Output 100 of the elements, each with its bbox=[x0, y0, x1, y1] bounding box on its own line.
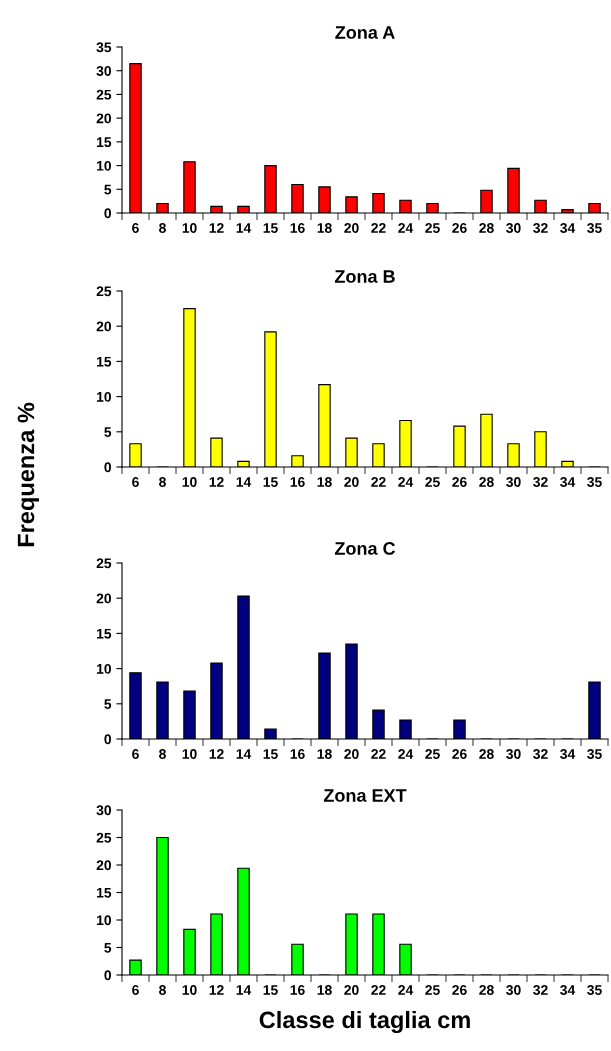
y-tick-label: 20 bbox=[96, 113, 112, 124]
x-tick-label: 20 bbox=[344, 985, 359, 995]
x-tick-label: 15 bbox=[263, 223, 278, 233]
x-tick-label: 30 bbox=[506, 749, 521, 759]
x-tick-label: 24 bbox=[398, 749, 414, 759]
y-tick-label: 0 bbox=[104, 462, 112, 473]
x-tick-label: 6 bbox=[132, 477, 139, 487]
x-tick-label: 10 bbox=[182, 223, 197, 233]
y-tick-label: 10 bbox=[97, 915, 112, 926]
x-tick-label: 18 bbox=[317, 477, 332, 487]
x-tick-label: 15 bbox=[263, 985, 278, 995]
y-tick-label: 30 bbox=[96, 805, 112, 816]
x-tick-label: 35 bbox=[587, 223, 602, 233]
x-tick-label: 10 bbox=[182, 749, 197, 759]
y-tick-label: 5 bbox=[104, 699, 112, 709]
x-tick-label: 6 bbox=[132, 223, 139, 233]
x-tick-label: 26 bbox=[452, 749, 467, 759]
x-tick-label: 25 bbox=[425, 223, 440, 233]
x-tick-label: 22 bbox=[371, 749, 386, 759]
y-tick-label: 0 bbox=[104, 734, 112, 745]
x-tick-label: 12 bbox=[209, 985, 224, 995]
y-tick-label: 5 bbox=[104, 184, 112, 195]
x-tick-label: 8 bbox=[159, 749, 166, 759]
x-tick-label: 25 bbox=[425, 477, 440, 487]
x-tick-label: 34 bbox=[560, 477, 576, 487]
x-axis-title: Classe di taglia cm bbox=[259, 1010, 470, 1034]
y-tick-label: 0 bbox=[104, 208, 112, 219]
y-tick-label: 25 bbox=[96, 89, 112, 100]
x-tick-label: 12 bbox=[209, 749, 224, 759]
x-tick-label: 28 bbox=[479, 985, 494, 995]
x-tick-label: 6 bbox=[132, 985, 139, 995]
y-tick-label: 10 bbox=[97, 160, 112, 171]
x-tick-label: 24 bbox=[398, 477, 414, 487]
x-tick-label: 35 bbox=[587, 477, 602, 487]
x-tick-label: 16 bbox=[290, 477, 305, 487]
x-tick-label: 28 bbox=[479, 749, 494, 759]
x-tick-label: 20 bbox=[344, 223, 359, 233]
y-tick-label: 15 bbox=[97, 887, 112, 898]
x-tick-label: 34 bbox=[560, 223, 576, 233]
x-tick-label: 22 bbox=[371, 223, 386, 233]
x-tick-label: 22 bbox=[371, 477, 386, 487]
chart-title: Zona A bbox=[335, 26, 395, 39]
x-tick-label: 10 bbox=[182, 477, 197, 487]
x-tick-label: 22 bbox=[371, 985, 386, 995]
x-tick-label: 35 bbox=[587, 749, 602, 759]
x-tick-label: 32 bbox=[533, 223, 548, 233]
x-tick-label: 10 bbox=[182, 985, 197, 995]
y-tick-label: 0 bbox=[104, 970, 112, 981]
x-tick-label: 18 bbox=[317, 749, 332, 759]
y-tick-label: 15 bbox=[97, 137, 112, 148]
x-tick-label: 32 bbox=[533, 477, 548, 487]
x-tick-label: 20 bbox=[344, 477, 359, 487]
x-tick-label: 26 bbox=[452, 223, 467, 233]
x-tick-label: 25 bbox=[425, 985, 440, 995]
x-tick-label: 34 bbox=[560, 749, 576, 759]
x-tick-label: 12 bbox=[209, 477, 224, 487]
x-tick-label: 14 bbox=[236, 223, 252, 233]
x-tick-label: 30 bbox=[506, 985, 521, 995]
x-tick-label: 15 bbox=[263, 749, 278, 759]
x-tick-label: 8 bbox=[159, 223, 166, 233]
x-tick-label: 15 bbox=[263, 477, 278, 487]
y-tick-label: 25 bbox=[96, 832, 112, 843]
x-tick-label: 14 bbox=[236, 749, 252, 759]
x-tick-label: 24 bbox=[398, 223, 414, 233]
chart-title: Zona B bbox=[334, 270, 395, 283]
x-tick-label: 20 bbox=[344, 749, 359, 759]
y-tick-label: 25 bbox=[96, 558, 112, 569]
x-tick-label: 12 bbox=[209, 223, 224, 233]
chart-title: Zona EXT bbox=[323, 789, 407, 802]
y-tick-label: 15 bbox=[97, 356, 112, 367]
x-tick-label: 16 bbox=[290, 223, 305, 233]
y-tick-label: 15 bbox=[97, 628, 112, 639]
x-tick-label: 16 bbox=[290, 749, 305, 759]
x-tick-label: 32 bbox=[533, 749, 548, 759]
x-tick-label: 18 bbox=[317, 223, 332, 233]
x-tick-label: 26 bbox=[452, 477, 467, 487]
x-tick-label: 8 bbox=[159, 985, 166, 995]
x-tick-label: 30 bbox=[506, 477, 521, 487]
x-tick-label: 30 bbox=[506, 223, 521, 233]
x-tick-label: 25 bbox=[425, 749, 440, 759]
y-tick-label: 25 bbox=[96, 286, 112, 297]
x-tick-label: 8 bbox=[159, 477, 166, 487]
y-tick-label: 30 bbox=[96, 66, 112, 76]
y-axis-title: Frequenza % bbox=[17, 402, 39, 547]
x-tick-label: 34 bbox=[560, 985, 576, 995]
y-tick-label: 10 bbox=[97, 663, 112, 674]
y-tick-label: 10 bbox=[97, 391, 112, 402]
x-tick-label: 6 bbox=[132, 749, 139, 759]
x-tick-label: 26 bbox=[452, 985, 467, 995]
y-tick-label: 20 bbox=[96, 321, 112, 332]
y-tick-label: 5 bbox=[104, 427, 112, 437]
y-tick-label: 5 bbox=[104, 942, 112, 953]
x-tick-label: 24 bbox=[398, 985, 414, 995]
x-tick-label: 35 bbox=[587, 985, 602, 995]
y-tick-label: 20 bbox=[96, 860, 112, 871]
x-tick-label: 28 bbox=[479, 477, 494, 487]
x-tick-label: 18 bbox=[317, 985, 332, 995]
x-tick-label: 14 bbox=[236, 477, 252, 487]
x-tick-label: 16 bbox=[290, 985, 305, 995]
x-tick-label: 28 bbox=[479, 223, 494, 233]
